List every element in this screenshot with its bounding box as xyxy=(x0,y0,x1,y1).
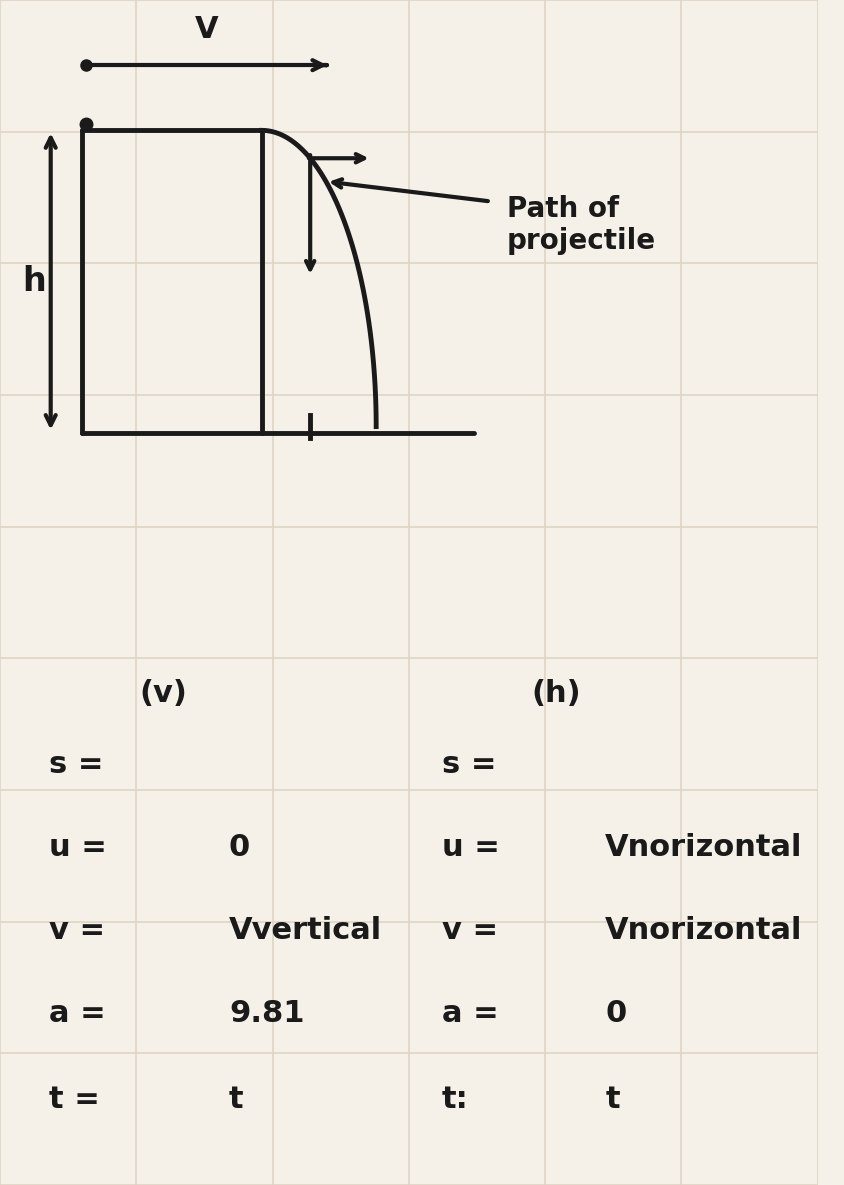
Text: Vnorizontal: Vnorizontal xyxy=(604,916,802,944)
Text: 0: 0 xyxy=(229,833,250,861)
Text: Vnorizontal: Vnorizontal xyxy=(604,833,802,861)
Text: u =: u = xyxy=(441,833,499,861)
Text: v =: v = xyxy=(441,916,497,944)
Text: Path of
projectile: Path of projectile xyxy=(506,196,655,255)
Text: t: t xyxy=(229,1085,243,1114)
Text: v =: v = xyxy=(49,916,105,944)
Text: (h): (h) xyxy=(531,679,580,707)
Text: t =: t = xyxy=(49,1085,100,1114)
Text: (v): (v) xyxy=(139,679,187,707)
Text: 9.81: 9.81 xyxy=(229,999,304,1027)
Text: 0: 0 xyxy=(604,999,625,1027)
Text: h: h xyxy=(23,265,46,297)
Text: V: V xyxy=(194,15,218,44)
Text: t: t xyxy=(604,1085,619,1114)
Text: u =: u = xyxy=(49,833,107,861)
Text: a =: a = xyxy=(49,999,106,1027)
Text: Vvertical: Vvertical xyxy=(229,916,381,944)
Text: s =: s = xyxy=(49,750,104,779)
Text: s =: s = xyxy=(441,750,495,779)
Text: t:: t: xyxy=(441,1085,468,1114)
Text: a =: a = xyxy=(441,999,498,1027)
